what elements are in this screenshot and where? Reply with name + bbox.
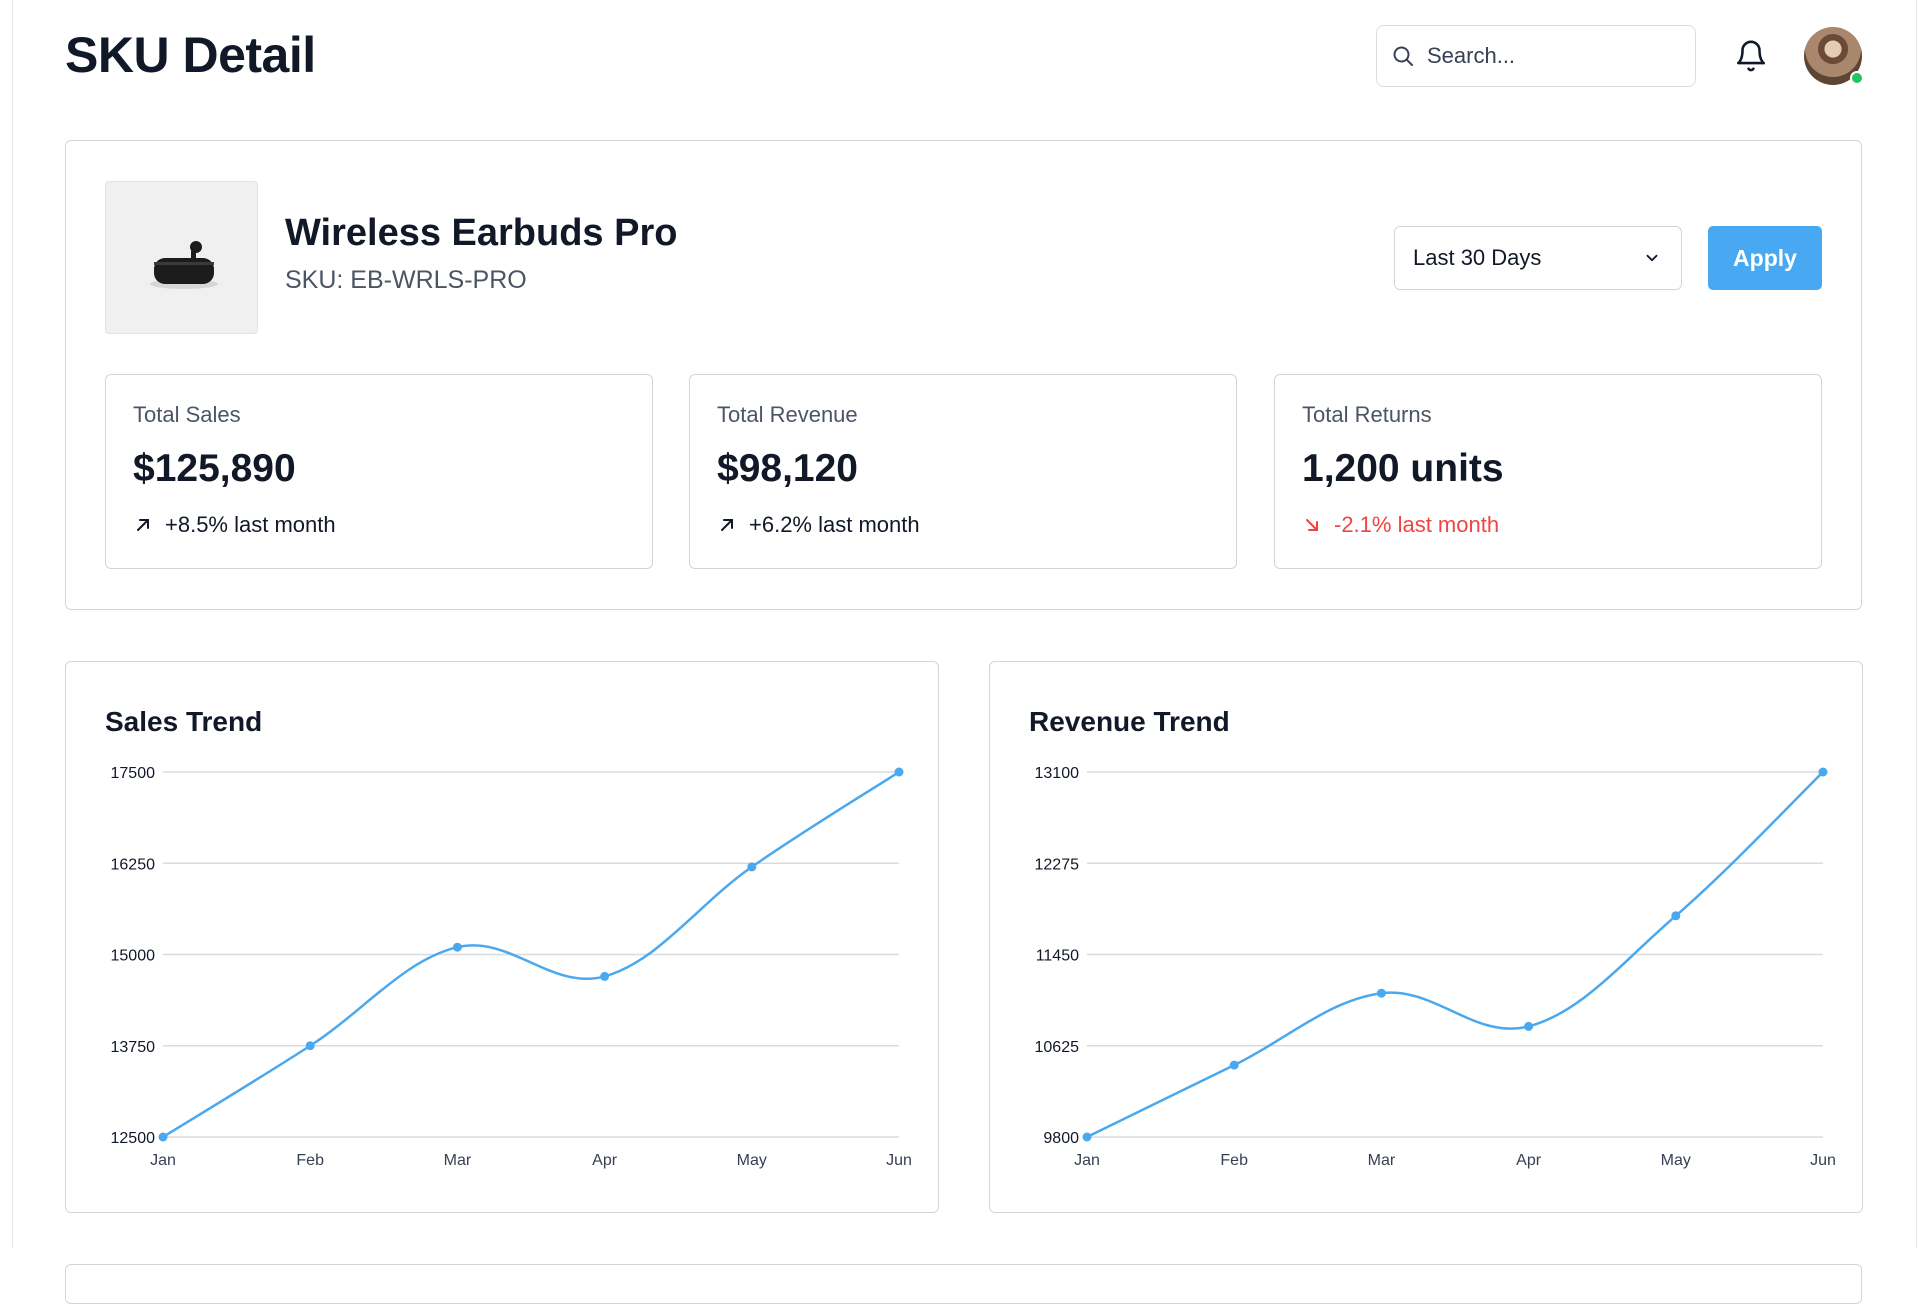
x-tick-label: Jun [1810,1152,1836,1169]
sales-trend-chart: 12500 13750 15000 16250 17500 Jan Feb Mar Apr May… [111,765,912,1169]
y-tick-label: 10625 [1035,1039,1080,1056]
x-tick-label: Apr [592,1152,618,1169]
x-tick-label: Jun [886,1152,912,1169]
metric-change: -2.1% last month [1302,512,1499,538]
product-name: Wireless Earbuds Pro [285,212,678,254]
series-line [162,770,900,1139]
x-tick-label: Feb [296,1152,324,1169]
search-box[interactable] [1376,25,1696,87]
metric-change: +6.2% last month [717,512,920,538]
data-point[interactable] [1524,1021,1534,1031]
product-sku: SKU: EB-WRLS-PRO [285,266,527,294]
data-point[interactable] [452,942,462,952]
right-border [1916,0,1917,1248]
y-tick-label: 12500 [111,1130,156,1147]
search-input[interactable] [1425,42,1679,70]
data-point[interactable] [1818,767,1828,777]
metric-card-total-revenue: Total Revenue $98,120 +6.2% last month [689,374,1237,569]
data-point[interactable] [894,767,904,777]
revenue-trend-card: Revenue Trend 9800 10625 11450 12275 13100 Ja… [989,661,1863,1213]
metric-card-total-sales: Total Sales $125,890 +8.5% last month [105,374,653,569]
page-title: SKU Detail [65,27,316,83]
online-status-dot [1850,71,1864,85]
next-section-card [65,1264,1862,1304]
metric-value: 1,200 units [1302,447,1504,490]
arrow-up-right-icon [137,519,149,531]
data-point[interactable] [1671,911,1681,921]
metric-card-total-returns: Total Returns 1,200 units -2.1% last mon… [1274,374,1822,569]
x-tick-label: Jan [150,1152,176,1169]
data-point[interactable] [305,1041,315,1051]
y-tick-label: 13750 [111,1039,156,1056]
apply-button[interactable]: Apply [1708,226,1822,290]
bell-icon[interactable] [1734,38,1768,74]
y-tick-label: 15000 [111,948,156,965]
y-tick-label: 12275 [1035,856,1080,873]
y-tick-label: 17500 [111,765,156,782]
y-tick-label: 13100 [1035,765,1080,782]
product-image [105,181,258,334]
data-point[interactable] [1376,988,1386,998]
arrow-up-right-icon [721,519,733,531]
metric-label: Total Revenue [717,402,858,427]
data-point[interactable] [600,971,610,981]
chevron-down-icon [1646,254,1658,262]
data-point[interactable] [158,1132,168,1142]
chart-title: Revenue Trend [1029,706,1230,737]
search-icon [1393,46,1413,66]
revenue-trend-chart: 9800 10625 11450 12275 13100 Jan Feb Mar Apr May J… [1035,765,1836,1169]
y-tick-label: 11450 [1036,948,1079,965]
x-tick-label: Apr [1516,1152,1542,1169]
x-tick-label: Jan [1074,1152,1100,1169]
x-tick-label: Feb [1220,1152,1248,1169]
x-tick-label: May [737,1152,767,1169]
metric-label: Total Returns [1302,402,1432,427]
metric-change-text: +6.2% last month [749,512,920,537]
y-tick-label: 16250 [111,856,156,873]
arrow-down-right-icon [1306,519,1318,531]
sales-trend-card: Sales Trend 12500 13750 15000 16250 17500 Jan… [65,661,939,1213]
metric-value: $98,120 [717,447,858,490]
left-border [12,0,13,1248]
metric-change: +8.5% last month [133,512,336,538]
date-range-select[interactable]: Last 30 Days [1394,226,1682,290]
x-tick-label: Mar [1368,1152,1396,1169]
x-tick-label: Mar [444,1152,472,1169]
earbuds-case-icon [150,241,218,289]
metric-change-text: -2.1% last month [1334,512,1500,537]
data-point[interactable] [747,862,757,872]
metric-value: $125,890 [133,447,296,490]
metric-change-text: +8.5% last month [165,512,336,537]
chart-title: Sales Trend [105,706,263,737]
date-range-value: Last 30 Days [1413,245,1542,270]
data-point[interactable] [1082,1132,1092,1142]
series-line [1086,771,1824,1139]
metric-label: Total Sales [133,402,241,427]
y-tick-label: 9800 [1043,1130,1079,1147]
x-tick-label: May [1661,1152,1691,1169]
data-point[interactable] [1229,1060,1239,1070]
